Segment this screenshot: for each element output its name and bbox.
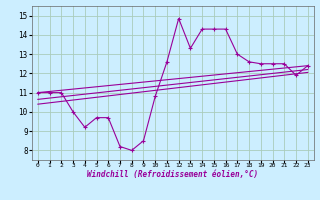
X-axis label: Windchill (Refroidissement éolien,°C): Windchill (Refroidissement éolien,°C) xyxy=(87,170,258,179)
